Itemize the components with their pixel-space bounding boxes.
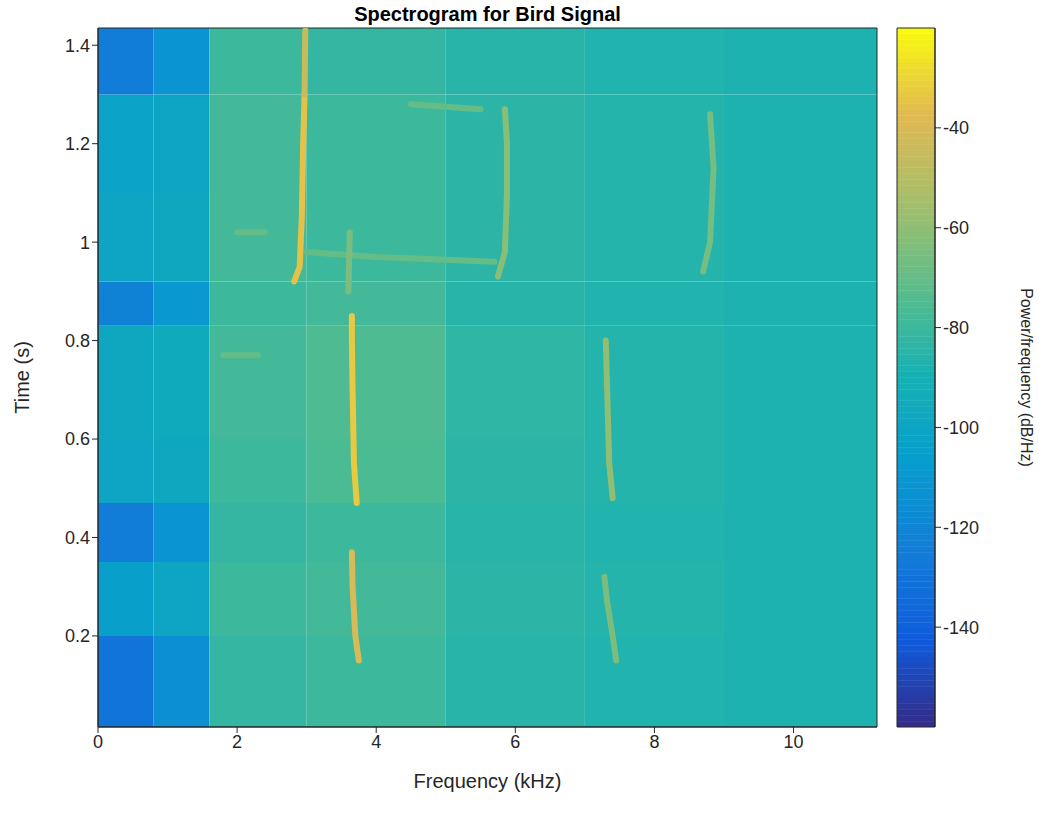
svg-text:6: 6: [510, 732, 520, 752]
svg-text:4: 4: [371, 732, 381, 752]
svg-text:1.4: 1.4: [65, 36, 90, 56]
html-text:Spectrogram for Bird Signal: Spectrogram for Bird Signal: [354, 3, 621, 25]
svg-text:Frequency (kHz): Frequency (kHz): [414, 770, 562, 792]
svg-text:-120: -120: [943, 518, 979, 538]
svg-text:-80: -80: [943, 318, 969, 338]
svg-text:2: 2: [232, 732, 242, 752]
svg-text:Time (s): Time (s): [11, 341, 33, 414]
svg-text:-60: -60: [943, 218, 969, 238]
svg-text:1: 1: [80, 233, 90, 253]
svg-text:Power/frequency (dB/Hz): Power/frequency (dB/Hz): [1018, 288, 1035, 467]
svg-text:-140: -140: [943, 618, 979, 638]
svg-text:10: 10: [784, 732, 804, 752]
svg-text:0: 0: [93, 732, 103, 752]
svg-text:-100: -100: [943, 418, 979, 438]
svg-text:1.2: 1.2: [65, 134, 90, 154]
svg-text:-40: -40: [943, 118, 969, 138]
svg-text:8: 8: [649, 732, 659, 752]
svg-text:0.4: 0.4: [65, 528, 90, 548]
svg-text:0.2: 0.2: [65, 626, 90, 646]
svg-text:0.6: 0.6: [65, 429, 90, 449]
svg-text:0.8: 0.8: [65, 331, 90, 351]
